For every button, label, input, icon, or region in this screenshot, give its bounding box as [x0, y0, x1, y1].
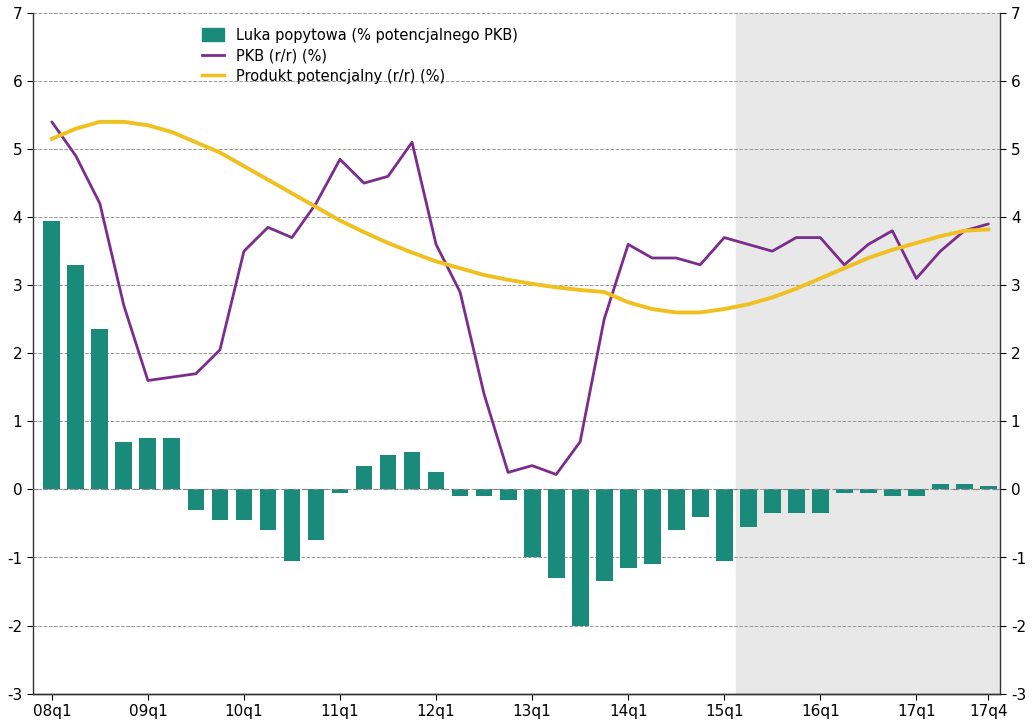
Bar [163, 439, 181, 489]
Bar [908, 489, 925, 497]
Bar [812, 489, 828, 513]
Bar [92, 330, 108, 489]
Bar [404, 452, 420, 489]
Bar [332, 489, 348, 493]
Bar [524, 489, 540, 558]
Bar [980, 486, 997, 489]
Bar [932, 484, 948, 489]
Bar [428, 473, 444, 489]
Bar [451, 489, 469, 497]
Bar [740, 489, 756, 527]
Bar [692, 489, 709, 517]
Bar [259, 489, 277, 530]
Bar [884, 489, 901, 497]
Bar [836, 489, 852, 493]
Bar [212, 489, 228, 520]
Bar [355, 465, 373, 489]
Bar [67, 265, 85, 489]
Legend: Luka popytowa (% potencjalnego PKB), PKB (r/r) (%), Produkt potencjalny (r/r) (%: Luka popytowa (% potencjalnego PKB), PKB… [195, 20, 525, 91]
Bar [116, 442, 132, 489]
Bar [956, 484, 973, 489]
Bar [571, 489, 589, 626]
Bar [620, 489, 636, 568]
Bar [500, 489, 516, 499]
Bar [379, 455, 397, 489]
Bar [667, 489, 685, 530]
Bar [284, 489, 301, 561]
Bar [308, 489, 324, 540]
Bar [737, 13, 1000, 693]
Bar [596, 489, 613, 582]
Bar [188, 489, 205, 510]
Bar [788, 489, 805, 513]
Bar [236, 489, 252, 520]
Bar [859, 489, 877, 493]
Bar [139, 439, 156, 489]
Bar [763, 489, 781, 513]
Bar [547, 489, 564, 578]
Bar [43, 221, 60, 489]
Bar [644, 489, 660, 564]
Bar [475, 489, 493, 497]
Bar [716, 489, 732, 561]
